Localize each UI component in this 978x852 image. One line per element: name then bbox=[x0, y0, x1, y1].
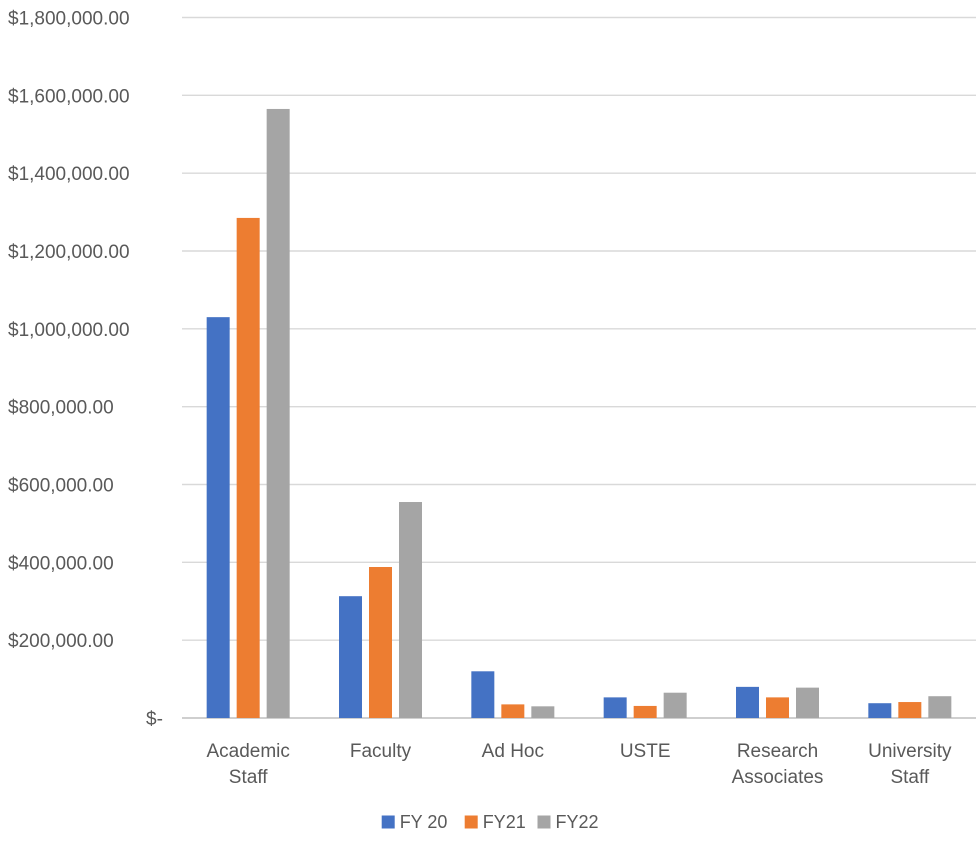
legend-item: FY21 bbox=[464, 812, 526, 832]
x-category-label: Staff bbox=[229, 767, 268, 788]
bar-fy20-uste bbox=[603, 697, 627, 718]
bar-fy21-academic-staff bbox=[236, 217, 260, 718]
y-tick-label: $800,000.00 bbox=[8, 398, 114, 419]
bar-fy22-uste bbox=[663, 692, 687, 718]
bar-fy22-university-staff bbox=[928, 696, 952, 718]
x-category-label: University bbox=[868, 741, 952, 762]
legend: FY 20 FY21 FY22 bbox=[381, 812, 599, 832]
gridlines bbox=[182, 16, 976, 719]
bar-fy22-ad-hoc bbox=[531, 706, 555, 718]
y-tick-label: $1,400,000.00 bbox=[8, 164, 130, 185]
y-tick-label: $1,800,000.00 bbox=[8, 9, 130, 30]
x-category-label: Ad Hoc bbox=[482, 741, 544, 762]
bar-fy20-faculty bbox=[339, 596, 362, 718]
legend-swatch bbox=[537, 815, 551, 829]
y-tick-label: $- bbox=[146, 709, 163, 730]
y-tick-label: $400,000.00 bbox=[8, 553, 114, 574]
y-tick-label: $200,000.00 bbox=[8, 631, 114, 652]
bar-fy20-academic-staff bbox=[206, 317, 230, 718]
bar-fy22-research-associates bbox=[796, 687, 819, 718]
x-category-label: Academic bbox=[206, 741, 289, 762]
bar-fy22-academic-staff bbox=[266, 108, 290, 719]
x-category-label: USTE bbox=[620, 741, 671, 762]
legend-swatch bbox=[464, 815, 478, 829]
y-tick-label: $600,000.00 bbox=[8, 476, 114, 497]
y-tick-label: $1,200,000.00 bbox=[8, 242, 130, 263]
x-category-label: Research bbox=[737, 741, 818, 762]
x-category-label: Faculty bbox=[350, 741, 412, 762]
legend-label: FY 20 bbox=[400, 812, 448, 832]
y-tick-label: $1,000,000.00 bbox=[8, 320, 130, 341]
bars bbox=[206, 108, 952, 719]
y-tick-label: $1,600,000.00 bbox=[8, 86, 130, 107]
bar-fy21-faculty bbox=[369, 567, 392, 718]
bar-fy21-uste bbox=[633, 705, 657, 718]
y-axis-tick-labels: $- $200,000.00 $400,000.00 $600,000.00 $800,… bbox=[8, 9, 163, 731]
bar-fy20-university-staff bbox=[868, 703, 892, 718]
legend-item: FY 20 bbox=[381, 812, 448, 832]
bar-fy20-ad-hoc bbox=[471, 671, 495, 718]
x-category-label: Staff bbox=[890, 767, 929, 788]
x-axis-category-labels: Academic Staff Faculty Ad Hoc USTE Research As… bbox=[206, 741, 952, 788]
legend-label: FY22 bbox=[556, 812, 599, 832]
bar-fy22-faculty bbox=[399, 502, 422, 718]
bar-fy21-research-associates bbox=[766, 697, 789, 718]
bar-fy21-ad-hoc bbox=[501, 704, 525, 718]
legend-swatch bbox=[381, 815, 395, 829]
legend-item: FY22 bbox=[537, 812, 599, 832]
legend-label: FY21 bbox=[483, 812, 526, 832]
x-category-label: Associates bbox=[732, 767, 824, 788]
bar-fy20-research-associates bbox=[736, 686, 759, 718]
bar-fy21-university-staff bbox=[898, 702, 922, 718]
